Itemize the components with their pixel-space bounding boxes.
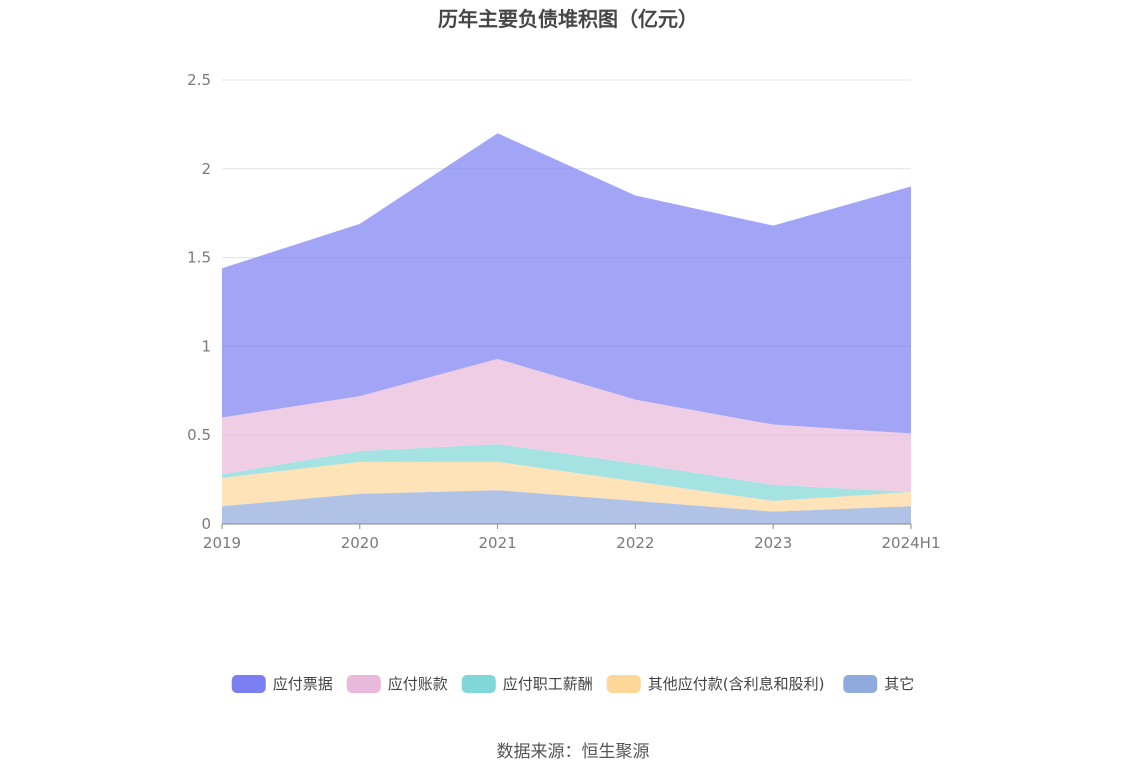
legend-label: 其他应付款(含利息和股利) xyxy=(648,675,825,693)
y-tick-label: 2 xyxy=(201,160,211,178)
x-tick-label: 2021 xyxy=(479,534,517,552)
x-tick-label: 2023 xyxy=(754,534,792,552)
legend-item[interactable]: 应付职工薪酬 xyxy=(461,675,593,693)
x-tick-label: 2019 xyxy=(203,534,241,552)
y-tick-label: 0 xyxy=(201,515,211,533)
x-tick-label: 2024H1 xyxy=(882,534,941,552)
x-tick-label: 2022 xyxy=(616,534,654,552)
y-tick-label: 1 xyxy=(201,337,211,355)
axes: 2019 2020 2021 2022 2023 2024H1 xyxy=(203,523,941,552)
legend-label: 应付账款 xyxy=(388,675,448,693)
legend-swatch xyxy=(606,675,641,693)
area-2 xyxy=(222,444,911,501)
legend-label: 应付职工薪酬 xyxy=(503,675,593,693)
legend-swatch xyxy=(346,675,381,693)
y-tick-label: 0.5 xyxy=(187,426,211,444)
legend-swatch xyxy=(231,675,266,693)
legend-item[interactable]: 应付账款 xyxy=(346,675,448,693)
legend[interactable]: 应付票据 应付账款 应付职工薪酬 其他应付款(含利息和股利) 其它 xyxy=(231,675,915,693)
legend-item[interactable]: 应付票据 xyxy=(231,675,333,693)
area-3 xyxy=(222,358,911,493)
legend-swatch xyxy=(843,675,878,693)
y-tick-label: 2.5 xyxy=(187,71,211,89)
area-1 xyxy=(222,461,911,512)
area-4 xyxy=(222,133,911,434)
area-series xyxy=(222,133,911,524)
legend-label: 应付票据 xyxy=(273,675,333,693)
legend-item[interactable]: 其他应付款(含利息和股利) xyxy=(606,675,825,693)
legend-swatch xyxy=(461,675,496,693)
chart-title: 历年主要负债堆积图（亿元） xyxy=(438,7,698,31)
y-tick-label: 1.5 xyxy=(187,249,211,267)
x-tick-label: 2020 xyxy=(341,534,379,552)
source-note: 数据来源：恒生聚源 xyxy=(497,742,650,762)
legend-item[interactable]: 其它 xyxy=(843,675,914,693)
legend-label: 其它 xyxy=(884,675,914,693)
area-0 xyxy=(222,490,911,524)
